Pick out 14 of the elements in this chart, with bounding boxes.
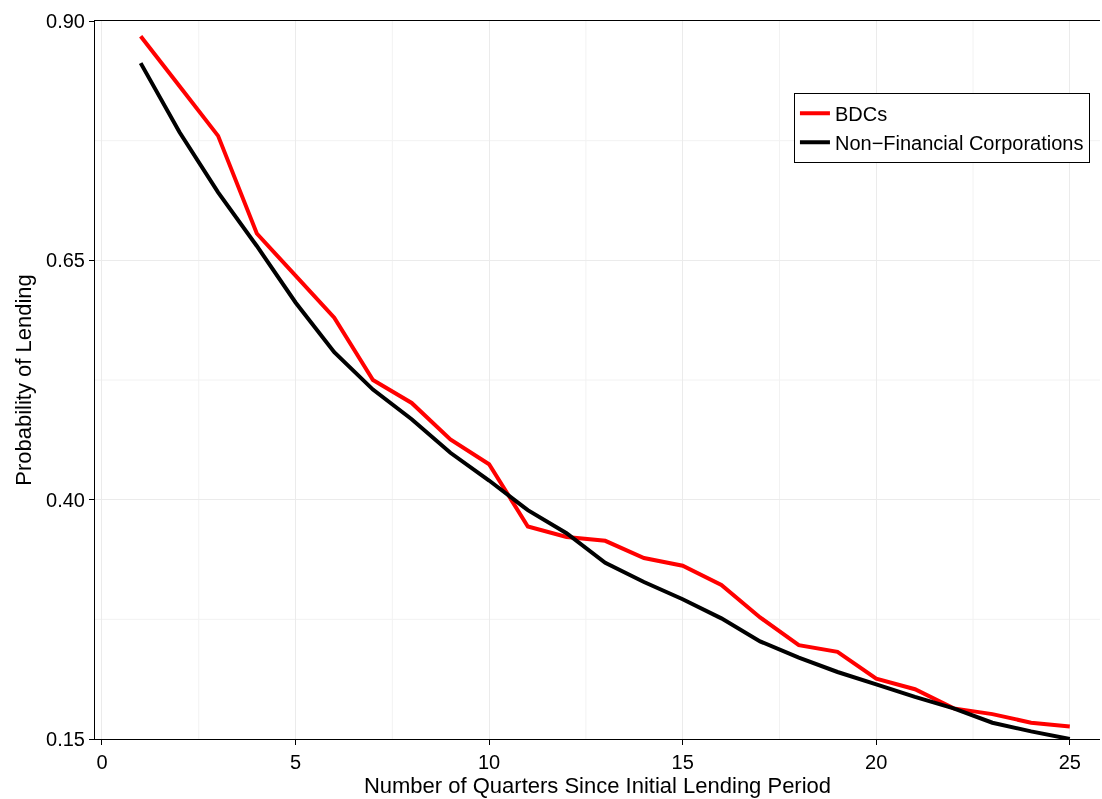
x-tick-label: 15 — [671, 751, 694, 773]
y-tick-label: 0.40 — [46, 488, 85, 511]
x-tick-label: 25 — [1058, 751, 1081, 773]
legend-label: Non−Financial Corporations — [834, 132, 1084, 155]
x-tick-label: 0 — [96, 751, 108, 773]
x-axis-title: Number of Quarters Since Initial Lending Period — [363, 773, 832, 798]
x-tick-label: 5 — [289, 751, 302, 773]
legend-label: BDCs — [834, 103, 888, 126]
y-tick-label: 0.15 — [46, 728, 85, 750]
y-tick-label: 0.90 — [46, 10, 85, 32]
y-tick-label: 0.65 — [46, 249, 85, 272]
x-tick-label: 10 — [477, 751, 501, 773]
y-axis-title: Probability of Lending — [10, 274, 36, 486]
x-tick-label: 20 — [865, 751, 888, 773]
